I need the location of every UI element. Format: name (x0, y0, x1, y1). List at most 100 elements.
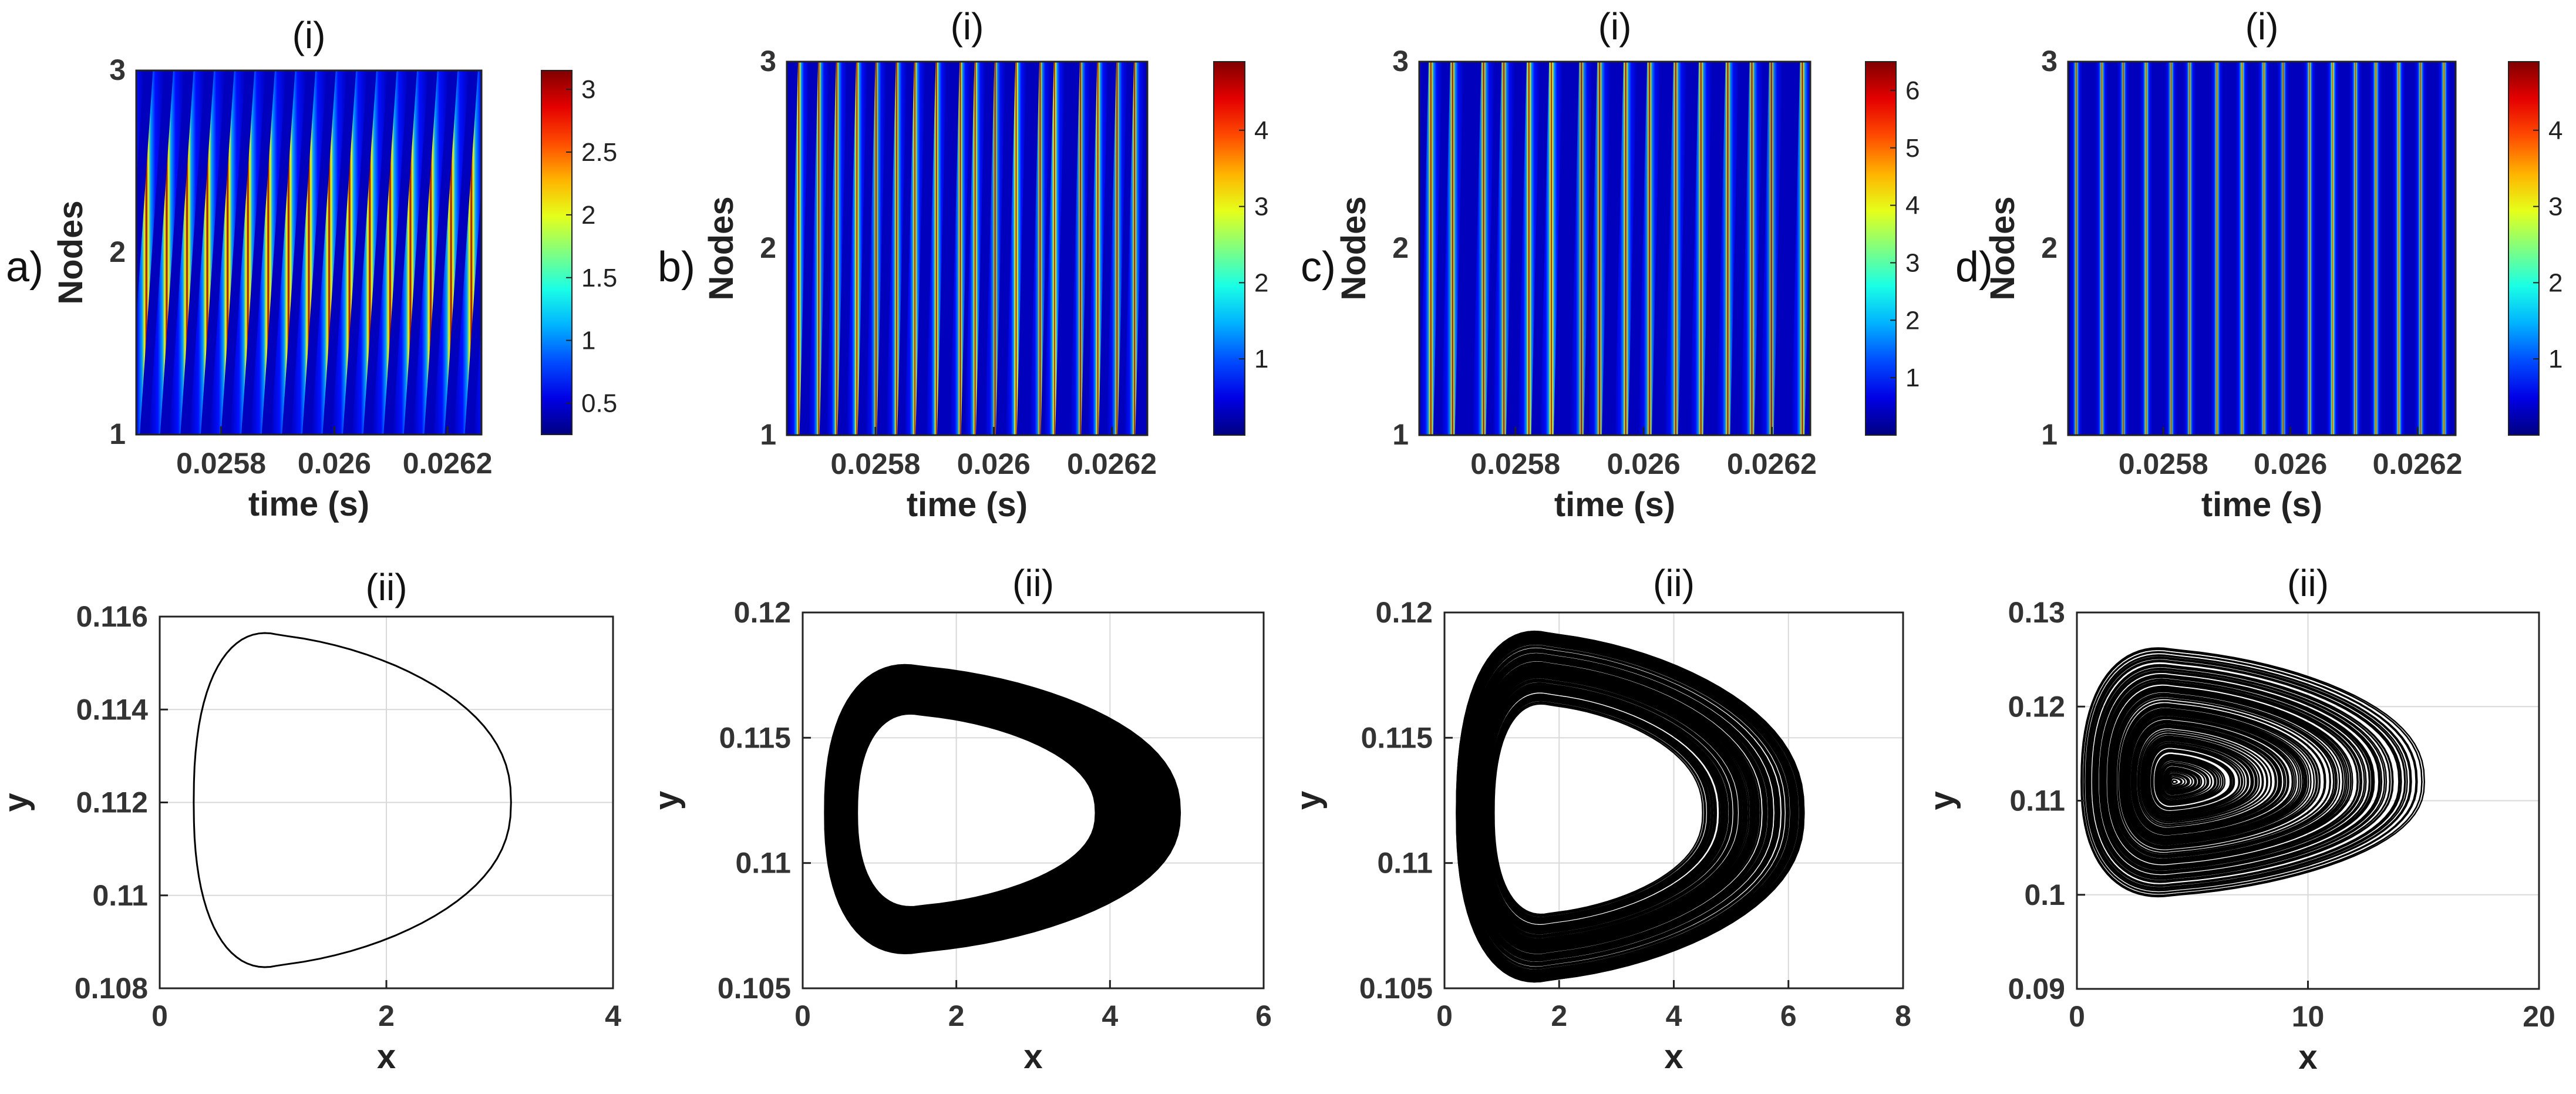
y-tick-label: 1 (760, 418, 776, 451)
x-tick-label: 0 (2069, 1000, 2085, 1033)
x-axis-label: time (s) (1554, 486, 1675, 524)
trajectory-loop (2085, 654, 2412, 891)
heatmap-frame (2067, 60, 2457, 436)
heatmap-stripe (886, 62, 907, 435)
phase-panel-3: 0 2 4 6 8 0.105 0.11 0.115 0.12 x y (ii) (1289, 562, 1911, 1076)
trajectory-loop (1456, 630, 1805, 983)
colorbar-tick-label: 2 (2548, 268, 2562, 297)
trajectory-loop (1479, 676, 1741, 940)
heatmap-stripe (808, 62, 830, 435)
heatmap-stripe (2117, 62, 2130, 435)
trajectory-loop (2117, 700, 2326, 852)
x-axis-label: x (2298, 1038, 2317, 1076)
trajectory-loop (2093, 665, 2391, 882)
trajectory-loop (2114, 695, 2335, 856)
panel-title: (ii) (2287, 562, 2329, 604)
y-tick-label: 2 (760, 231, 776, 264)
y-tick-label: 0.11 (735, 847, 791, 880)
panel-title: (ii) (1012, 562, 1054, 604)
trajectory-loop (2080, 647, 2426, 898)
trajectory-loop (2112, 692, 2341, 859)
trajectory-loop (2140, 733, 2264, 823)
trajectory-loop (2170, 777, 2182, 786)
heatmap-stripe (1493, 62, 1516, 435)
heatmap-stripe (149, 70, 185, 435)
trajectory-loop (2107, 686, 2352, 864)
y-tick-label: 0.09 (2008, 972, 2065, 1005)
trajectory-loop (2159, 760, 2213, 800)
heatmap-stripe (1540, 62, 1563, 435)
colorbar-tick-label: 1 (2548, 345, 2562, 373)
x-tick-label: 0.0258 (1470, 447, 1560, 480)
heatmap-stripe (136, 70, 144, 184)
heatmap-stripe (1760, 62, 1783, 435)
colorbar-tick-label: 1 (581, 326, 595, 355)
heatmap-stripe (1517, 62, 1540, 435)
trajectory-loop (2131, 720, 2289, 835)
trajectory-loop (1460, 639, 1793, 975)
trajectory-group (824, 664, 1181, 955)
colorbar-tick-label: 4 (2548, 116, 2562, 145)
y-tick-label: 2 (109, 235, 126, 268)
trajectory-loop (2171, 779, 2178, 785)
x-tick-label: 2 (378, 999, 395, 1032)
heatmap-stripe (352, 70, 388, 435)
x-tick-label: 0.026 (1607, 447, 1681, 480)
heatmap-stripe (210, 70, 245, 435)
colorbar-tick-label: 3 (581, 75, 595, 104)
colorbar-tick-label: 0.5 (581, 389, 617, 418)
trajectory-loop (1493, 703, 1703, 915)
trajectory-loop (2081, 648, 2423, 897)
y-tick-label: 0.1 (2024, 878, 2065, 911)
trajectory-loop (2121, 706, 2315, 847)
x-tick-label: 20 (2523, 1000, 2555, 1033)
heatmap-stripe (1087, 62, 1109, 435)
trajectory-loop (2167, 773, 2190, 790)
colorbar-tick-label: 3 (1905, 248, 1920, 277)
heatmap-stripe (1638, 62, 1661, 435)
colorbar-tick-label: 2 (1905, 306, 1920, 335)
heatmap-stripe (271, 70, 307, 435)
trajectory-loop (2083, 651, 2418, 894)
panel-letter: c) (1301, 244, 1336, 291)
y-tick-label: 0.12 (2008, 690, 2065, 723)
heatmap-stripe (1005, 62, 1027, 435)
heatmap-stripe (2164, 62, 2178, 435)
y-tick-label: 0.12 (734, 596, 791, 629)
trajectory-loop (1487, 691, 1720, 927)
heatmap-stripe (926, 62, 947, 435)
colorbar-tick-label: 5 (1905, 134, 1920, 163)
panel-title: (i) (1598, 5, 1632, 48)
trajectory-group (1456, 630, 1805, 983)
heatmap-body (2068, 62, 2456, 435)
heatmap-stripe (169, 70, 205, 435)
trajectory-loop (2155, 755, 2224, 805)
heatmap-stripe (826, 62, 847, 435)
trajectory-loop (1462, 642, 1788, 972)
heatmap-stripe (2210, 62, 2224, 435)
heatmap-stripe (2326, 62, 2339, 435)
colorbar (1213, 61, 1245, 436)
x-axis-label: x (377, 1038, 396, 1076)
heatmap-stripe (2349, 62, 2362, 435)
trajectory-loop (2102, 678, 2367, 871)
trajectory-loop (2165, 770, 2196, 793)
trajectory-loop (2125, 712, 2304, 842)
x-tick-label: 0.026 (2254, 447, 2327, 480)
heatmap-panel-1: 0.0258 0.026 0.0262 1 2 3 time (s) Nodes (i) a) 0.… (6, 14, 617, 523)
heatmap-stripe (230, 70, 266, 435)
heatmap-stripe (1472, 62, 1495, 435)
heatmap-stripe (2277, 62, 2289, 435)
trajectory-loop (1488, 693, 1718, 924)
phase-panel-1: 0 2 4 0.108 0.11 0.112 0.114 0.116 x y (ii) (0, 566, 621, 1076)
x-tick-label: 0 (151, 999, 168, 1032)
trajectory-loop (2164, 768, 2200, 794)
trajectory-loop (2100, 676, 2370, 873)
colorbar-tick-label: 1.5 (581, 264, 617, 292)
heatmap-frame (786, 60, 1149, 436)
heatmap-stripe (2303, 62, 2316, 435)
trajectory-loop (2109, 689, 2346, 861)
heatmap-stripe (1664, 62, 1687, 435)
